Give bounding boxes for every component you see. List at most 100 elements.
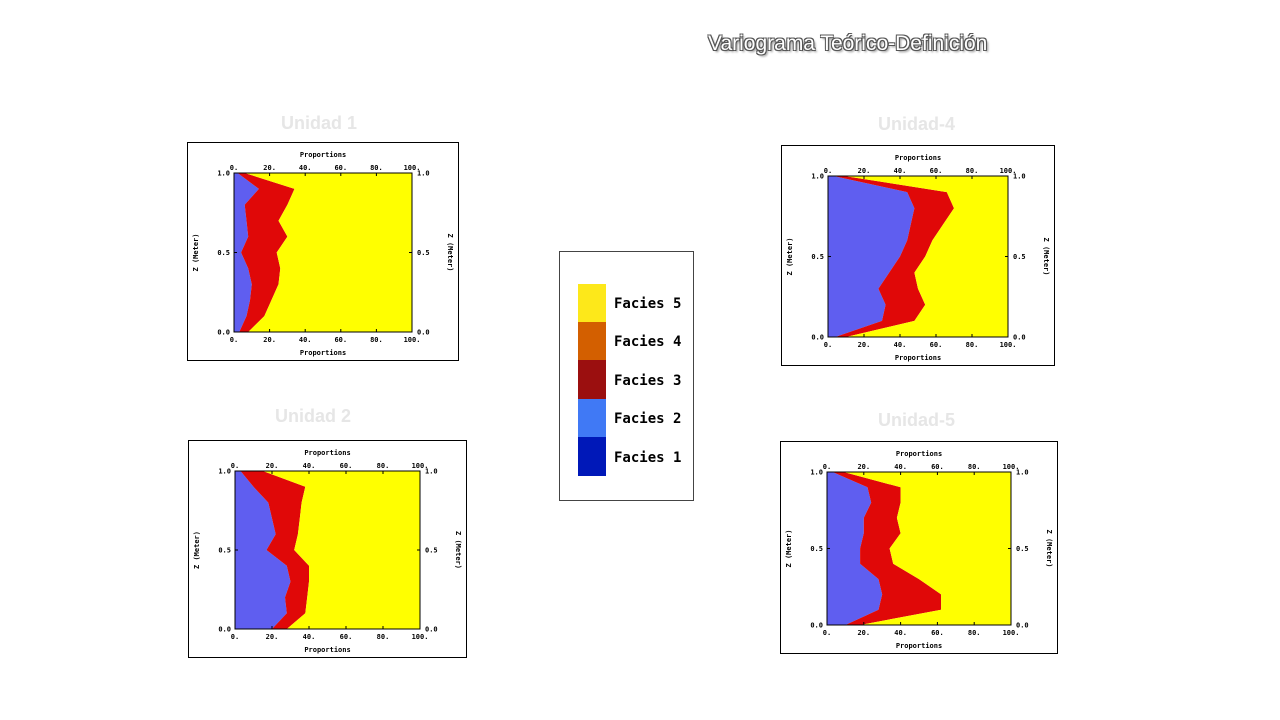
x-tick-label-top: 60. [334, 164, 347, 172]
x-tick-label-bottom: 0. [231, 633, 239, 641]
x-tick-label-bottom: 40. [299, 336, 312, 344]
area-facies-3 [237, 173, 295, 332]
area-facies-5 [244, 173, 412, 332]
x-tick-label-top: 40. [894, 167, 907, 175]
y-axis-label-right: Z (Meter) [454, 531, 462, 569]
area-facies-5 [843, 472, 1011, 625]
legend-swatch-facies-2 [578, 399, 606, 438]
x-tick-label-bottom: 60. [334, 336, 347, 344]
area-facies-3 [240, 471, 309, 629]
slide-title: Variograma Teórico-Definición [708, 32, 988, 55]
unit-label-2: Unidad 2 [275, 406, 352, 426]
legend-swatch-facies-3 [578, 360, 606, 399]
x-tick-label-bottom: 0. [824, 341, 832, 349]
y-tick-label-right: 0.5 [1016, 545, 1029, 553]
x-tick-label-top: 60. [930, 167, 943, 175]
chart-panel-unidad-4: 0. 0. 20. 20. 40. 40. 60. 60. 80. 80. 100. 100. 0.0 0… [781, 145, 1055, 366]
area-facies-5 [844, 176, 1008, 337]
x-tick-label-bottom: 80. [377, 633, 390, 641]
x-axis-label: Proportions [896, 642, 942, 650]
proportion-chart-svg: 0.0.20.20.40.40.60.60.80.80.100.100.0.0 0… [192, 151, 454, 357]
y-tick-label-right: 0.0 [425, 626, 438, 634]
area-facies-3 [832, 472, 942, 625]
y-tick-label-right: 0.5 [425, 547, 438, 555]
legend-swatch-facies-5 [578, 284, 606, 323]
legend-label-facies-4: Facies 4 [614, 334, 682, 350]
x-tick-label-top: 40. [894, 463, 907, 471]
x-tick-label-bottom: 100. [1000, 341, 1017, 349]
y-axis-label-right: Z (Meter) [1045, 530, 1053, 568]
x-tick-label-bottom: 80. [968, 629, 981, 637]
unit-label-5: Unidad-5 [878, 410, 956, 430]
x-tick-label-bottom: 100. [404, 336, 421, 344]
x-axis-label: Proportions [895, 354, 941, 362]
x-axis-label: Proportions [300, 349, 346, 357]
y-tick-label-right: 1.0 [425, 468, 438, 476]
x-tick-label-top: 80. [377, 462, 390, 470]
y-tick-label-left: 1.0 [218, 468, 231, 476]
x-tick-label-top: 60. [931, 463, 944, 471]
x-tick-label-top: 20. [858, 167, 871, 175]
y-axis-label-left: Z (Meter) [786, 238, 794, 276]
x-tick-label-top: 100. [1000, 167, 1017, 175]
y-tick-label-left: 1.0 [810, 469, 823, 477]
y-tick-label-right: 0.5 [417, 249, 430, 257]
y-axis-label-left: Z (Meter) [785, 530, 793, 568]
legend-swatch-facies-4 [578, 322, 606, 361]
chart-panel-unidad-5: 0. 0. 20. 20. 40. 40. 60. 60. 80. 80. 100. 100. 0.0 0… [780, 441, 1058, 654]
y-tick-label-right: 1.0 [1016, 469, 1029, 477]
chart-title: Proportions [300, 151, 346, 159]
chart-title: Proportions [304, 449, 350, 457]
y-axis-label-left: Z (Meter) [193, 531, 201, 569]
y-axis-label-left: Z (Meter) [192, 234, 200, 272]
x-tick-label-bottom: 20. [263, 336, 276, 344]
area-facies-2 [235, 471, 291, 629]
x-tick-label-top: 40. [303, 462, 316, 470]
y-tick-label-left: 1.0 [811, 173, 824, 181]
x-tick-label-top: 60. [340, 462, 353, 470]
legend-label-facies-3: Facies 3 [614, 373, 682, 389]
y-tick-label-right: 1.0 [1013, 173, 1026, 181]
chart-panel-unidad-2: 0. 0. 20. 20. 40. 40. 60. 60. 80. 80. 100. 100. 0.0 0… [188, 440, 467, 658]
y-axis-label-right: Z (Meter) [1042, 238, 1050, 276]
x-tick-label-bottom: 20. [858, 341, 871, 349]
x-tick-label-bottom: 20. [266, 633, 279, 641]
legend-label-facies-1: Facies 1 [614, 450, 682, 466]
y-axis-label-right: Z (Meter) [446, 234, 454, 272]
y-tick-label-left: 0.0 [218, 626, 231, 634]
x-tick-label-bottom: 40. [894, 341, 907, 349]
y-tick-label-left: 0.5 [811, 253, 824, 261]
x-tick-label-bottom: 0. [823, 629, 831, 637]
x-tick-label-top: 0. [230, 164, 238, 172]
y-tick-label-right: 0.0 [1013, 334, 1026, 342]
x-tick-label-top: 0. [823, 463, 831, 471]
x-tick-label-bottom: 100. [1003, 629, 1020, 637]
x-tick-label-bottom: 60. [931, 629, 944, 637]
x-tick-label-bottom: 80. [966, 341, 979, 349]
x-tick-label-top: 0. [824, 167, 832, 175]
chart-title: Proportions [895, 154, 941, 162]
y-tick-label-left: 0.5 [810, 545, 823, 553]
unit-label-4: Unidad-4 [878, 114, 956, 134]
x-tick-label-bottom: 20. [857, 629, 870, 637]
y-tick-label-left: 0.0 [217, 329, 230, 337]
x-tick-label-top: 0. [231, 462, 239, 470]
x-tick-label-top: 80. [370, 164, 383, 172]
facies-legend: Facies 5 Facies 4 Facies 3 Facies 2 Faci… [559, 251, 694, 501]
y-tick-label-left: 0.0 [811, 334, 824, 342]
area-facies-2 [827, 472, 883, 625]
proportion-chart-svg: 0.0.20.20.40.40.60.60.80.80.100.100.0.0 0… [786, 154, 1050, 362]
x-tick-label-top: 80. [968, 463, 981, 471]
chart-title: Proportions [896, 450, 942, 458]
area-facies-3 [833, 176, 954, 337]
y-tick-label-right: 1.0 [417, 170, 430, 178]
x-tick-label-top: 80. [966, 167, 979, 175]
x-tick-label-bottom: 0. [230, 336, 238, 344]
x-tick-label-bottom: 80. [370, 336, 383, 344]
legend-swatch-facies-1 [578, 437, 606, 476]
y-tick-label-right: 0.5 [1013, 253, 1026, 261]
chart-panel-unidad-1: 0. 0. 20. 20. 40. 40. 60. 60. 80. 80. 100. 100. 0.0 0… [187, 142, 459, 361]
legend-label-facies-5: Facies 5 [614, 296, 682, 312]
y-tick-label-right: 0.0 [1016, 622, 1029, 630]
x-axis-label: Proportions [304, 646, 350, 654]
